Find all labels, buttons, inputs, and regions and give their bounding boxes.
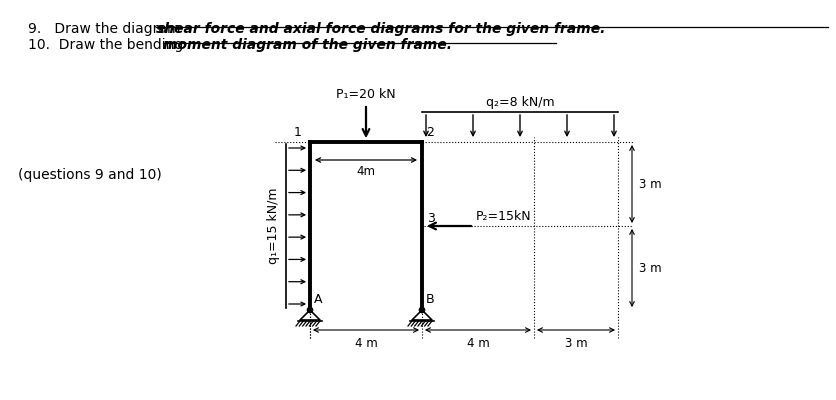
Text: P₁=20 kN: P₁=20 kN <box>336 88 395 101</box>
Text: A: A <box>314 293 323 306</box>
Text: 4 m: 4 m <box>466 337 489 350</box>
Text: q₂=8 kN/m: q₂=8 kN/m <box>486 96 554 109</box>
Text: 3 m: 3 m <box>564 337 588 350</box>
Text: B: B <box>426 293 435 306</box>
Text: 2: 2 <box>426 126 434 139</box>
Text: 3 m: 3 m <box>639 262 661 274</box>
Text: 4 m: 4 m <box>354 337 377 350</box>
Text: 4m: 4m <box>356 165 375 178</box>
Text: moment diagram of the given frame.: moment diagram of the given frame. <box>163 38 452 52</box>
Text: q₁=15 kN/m: q₁=15 kN/m <box>267 188 280 264</box>
Text: 3 m: 3 m <box>639 178 661 190</box>
Text: (questions 9 and 10): (questions 9 and 10) <box>18 168 161 182</box>
Text: P₂=15kN: P₂=15kN <box>476 210 532 223</box>
Text: shear force and axial force diagrams for the given frame.: shear force and axial force diagrams for… <box>156 22 605 36</box>
Text: 10.  Draw the bending: 10. Draw the bending <box>28 38 187 52</box>
Text: 9.   Draw the diagram: 9. Draw the diagram <box>28 22 185 36</box>
Text: 3: 3 <box>427 212 435 225</box>
Text: 1: 1 <box>294 126 302 139</box>
